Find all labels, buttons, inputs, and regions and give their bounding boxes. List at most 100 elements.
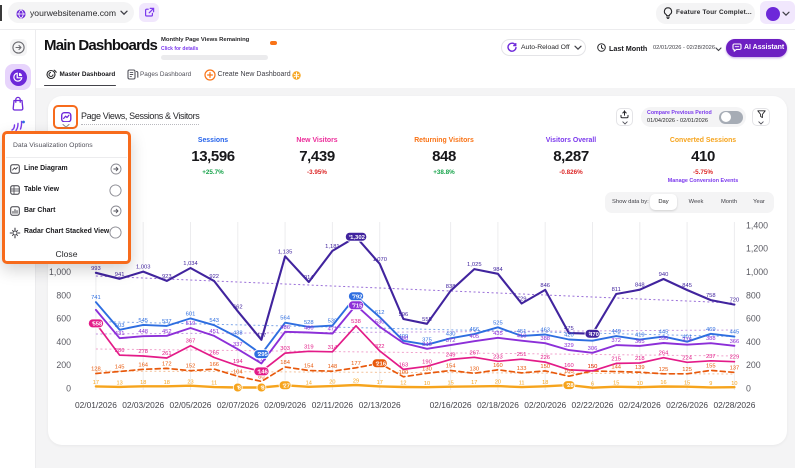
svg-text:278: 278	[138, 349, 148, 355]
svg-text:525: 525	[493, 320, 503, 326]
svg-text:27: 27	[283, 383, 290, 389]
svg-text:13: 13	[116, 381, 122, 387]
svg-text:914: 914	[304, 275, 314, 281]
svg-text:194: 194	[233, 359, 243, 365]
svg-text:125: 125	[659, 367, 669, 373]
svg-text:409: 409	[399, 334, 409, 340]
svg-text:469: 469	[706, 327, 716, 333]
svg-text:02/11/2026: 02/11/2026	[312, 400, 354, 410]
svg-text:337: 337	[233, 342, 243, 348]
svg-text:216: 216	[376, 361, 387, 367]
svg-text:390: 390	[399, 336, 409, 342]
svg-text:18: 18	[140, 380, 146, 386]
svg-text:1,302: 1,302	[350, 235, 365, 241]
svg-text:322: 322	[375, 344, 385, 350]
svg-text:848: 848	[635, 283, 645, 289]
svg-text:596: 596	[399, 312, 409, 318]
svg-text:*: *	[349, 235, 352, 241]
svg-text:218: 218	[635, 356, 645, 362]
svg-text:*: *	[566, 383, 569, 389]
svg-text:319: 319	[304, 344, 314, 350]
svg-text:02/22/2026: 02/22/2026	[572, 400, 614, 410]
svg-text:20: 20	[329, 380, 335, 386]
svg-text:224: 224	[682, 355, 692, 361]
svg-text:02/18/2026: 02/18/2026	[477, 400, 519, 410]
svg-text:02/03/2026: 02/03/2026	[122, 400, 164, 410]
svg-text:295: 295	[258, 352, 269, 358]
svg-text:148: 148	[328, 364, 338, 370]
svg-text:470: 470	[589, 332, 600, 338]
svg-text:400: 400	[746, 337, 761, 347]
svg-text:160: 160	[564, 363, 574, 369]
svg-text:8: 8	[261, 386, 265, 392]
svg-text:137: 137	[730, 365, 740, 371]
svg-text:475: 475	[564, 326, 574, 332]
svg-text:372: 372	[446, 338, 456, 344]
svg-text:28: 28	[567, 383, 574, 389]
svg-text:448: 448	[138, 329, 148, 335]
svg-text:612: 612	[375, 310, 385, 316]
svg-text:249: 249	[446, 352, 456, 358]
svg-text:400: 400	[56, 337, 71, 347]
svg-text:02/16/2026: 02/16/2026	[430, 400, 472, 410]
svg-text:14: 14	[306, 380, 312, 386]
svg-text:388: 388	[540, 336, 550, 342]
svg-text:923: 923	[162, 274, 172, 280]
svg-text:0: 0	[746, 383, 751, 393]
svg-text:1,135: 1,135	[278, 249, 293, 255]
svg-text:800: 800	[746, 290, 761, 300]
svg-text:800: 800	[56, 290, 71, 300]
svg-text:435: 435	[493, 331, 503, 337]
svg-text:846: 846	[540, 283, 550, 289]
svg-text:264: 264	[659, 351, 669, 357]
svg-text:*: *	[352, 294, 355, 300]
svg-text:145: 145	[115, 365, 125, 371]
svg-text:215: 215	[611, 356, 621, 362]
svg-text:18: 18	[164, 380, 170, 386]
svg-text:419: 419	[635, 333, 645, 339]
svg-text:154: 154	[446, 364, 456, 370]
svg-text:1,034: 1,034	[183, 261, 198, 267]
svg-text:02/05/2026: 02/05/2026	[170, 400, 212, 410]
svg-text:405: 405	[469, 334, 479, 340]
svg-text:430: 430	[446, 331, 456, 337]
svg-text:451: 451	[209, 329, 219, 335]
svg-text:375: 375	[682, 338, 692, 344]
svg-text:463: 463	[540, 328, 550, 334]
svg-text:29: 29	[353, 379, 359, 385]
svg-text:1,200: 1,200	[746, 244, 768, 254]
svg-text:*: *	[352, 303, 355, 309]
svg-text:390: 390	[659, 336, 669, 342]
svg-text:20: 20	[495, 380, 501, 386]
svg-text:229: 229	[730, 355, 740, 361]
svg-text:152: 152	[186, 364, 196, 370]
svg-text:184: 184	[280, 360, 290, 366]
svg-text:314: 314	[328, 345, 338, 351]
svg-text:237: 237	[706, 354, 716, 360]
svg-text:*: *	[376, 361, 379, 367]
svg-text:365: 365	[635, 339, 645, 345]
svg-text:445: 445	[730, 330, 740, 336]
svg-text:226: 226	[540, 355, 550, 361]
svg-text:1,070: 1,070	[372, 257, 387, 263]
svg-text:104: 104	[233, 369, 243, 375]
svg-text:538: 538	[351, 319, 361, 325]
svg-text:401: 401	[682, 335, 692, 341]
svg-text:9: 9	[709, 381, 712, 387]
svg-text:715: 715	[353, 303, 364, 309]
svg-text:02/26/2026: 02/26/2026	[666, 400, 708, 410]
svg-text:02/09/2026: 02/09/2026	[264, 400, 306, 410]
svg-text:*: *	[260, 386, 263, 392]
svg-text:*: *	[283, 383, 286, 389]
svg-text:166: 166	[209, 362, 219, 368]
svg-text:306: 306	[588, 346, 598, 352]
svg-text:02/28/2026: 02/28/2026	[713, 400, 755, 410]
svg-text:177: 177	[351, 361, 361, 367]
svg-text:154: 154	[304, 364, 314, 370]
svg-text:163: 163	[399, 362, 409, 368]
svg-text:558: 558	[92, 322, 103, 328]
svg-text:838: 838	[446, 284, 456, 290]
svg-text:200: 200	[746, 360, 761, 370]
svg-text:503: 503	[115, 323, 125, 329]
svg-text:15: 15	[684, 380, 690, 386]
